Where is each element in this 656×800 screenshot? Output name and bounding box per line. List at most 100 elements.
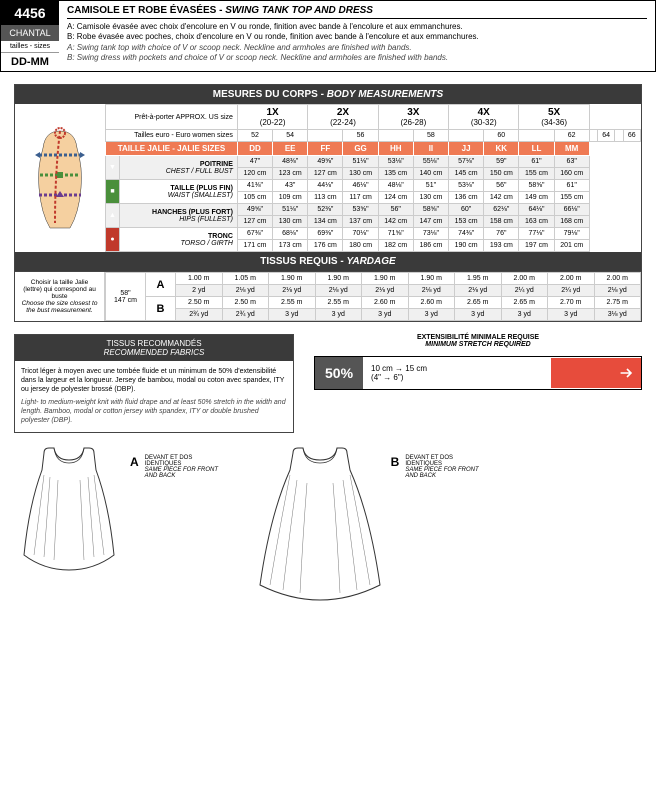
- jalie-label: TAILLE JALIE - JALIE SIZES: [106, 142, 238, 156]
- jalie-size: II: [413, 142, 448, 156]
- measure-in: 58⅝": [413, 204, 448, 216]
- measure-cm: 127 cm: [308, 168, 343, 180]
- measure-cm: 180 cm: [343, 240, 378, 252]
- yardage-yd: 3 yd: [455, 309, 502, 321]
- fabric-section: TISSUS RECOMMANDÉS RECOMMENDED FABRICS T…: [14, 334, 642, 433]
- measure-cm: 142 cm: [378, 216, 413, 228]
- jalie-size: EE: [273, 142, 308, 156]
- yardage-yd: 3 yd: [548, 309, 595, 321]
- yardage-header: TISSUS REQUIS - YARDAGE: [15, 252, 641, 271]
- yardage-m: 1.90 m: [269, 273, 316, 285]
- sk-b-fr: DEVANT ET DOS IDENTIQUES: [405, 455, 453, 467]
- euro-size: 54: [273, 130, 308, 142]
- euro-label: Tailles euro - Euro women sizes: [106, 130, 238, 142]
- sketch-a-label: A: [130, 455, 139, 469]
- measurements-table: Prêt-à-porter APPROX. US size1X(20-22)2X…: [105, 104, 641, 252]
- stretch-title: EXTENSIBILITÉ MINIMALE REQUISE MINIMUM S…: [314, 334, 642, 348]
- measure-in: 41⅜": [237, 180, 272, 192]
- us-label: Prêt-à-porter APPROX. US size: [106, 105, 238, 130]
- jalie-size: KK: [484, 142, 519, 156]
- measure-cm: 176 cm: [308, 240, 343, 252]
- us-size: 5X(34-36): [519, 105, 589, 130]
- measure-cm: 173 cm: [273, 240, 308, 252]
- euro-size: 60: [484, 130, 519, 142]
- us-size: 3X(26-28): [378, 105, 448, 130]
- fabric-body: Tricot léger à moyen avec une tombée flu…: [15, 361, 293, 432]
- sk-a-fr: DEVANT ET DOS IDENTIQUES: [145, 455, 193, 467]
- header-left: 4456 CHANTAL tailles - sizes DD-MM: [1, 1, 59, 71]
- measure-cm: 168 cm: [554, 216, 589, 228]
- us-size: 2X(22-24): [308, 105, 378, 130]
- yardage-m: 2.75 m: [594, 297, 641, 309]
- measure-cm: 147 cm: [413, 216, 448, 228]
- sketch-b-label: B: [391, 455, 400, 469]
- title-fr: CAMISOLE ET ROBE ÉVASÉES: [67, 5, 216, 16]
- measure-cm: 123 cm: [273, 168, 308, 180]
- measure-in: 70⅛": [343, 228, 378, 240]
- fab-body-en: Light- to medium-weight knit with fluid …: [21, 398, 287, 425]
- yardage-m: 1.95 m: [455, 273, 502, 285]
- measure-in: 49⅝": [237, 204, 272, 216]
- sk-a-en: SAME PIECE FOR FRONT AND BACK: [145, 467, 225, 479]
- measure-in: 59": [484, 156, 519, 168]
- measure-cm: 142 cm: [484, 192, 519, 204]
- measure-cm: 150 cm: [484, 168, 519, 180]
- yard-hdr-fr: TISSUS REQUIS: [260, 256, 337, 267]
- sketch-a: A DEVANT ET DOS IDENTIQUES SAME PIECE FO…: [14, 445, 225, 605]
- euro-size: 62: [554, 130, 589, 142]
- measure-in: 56": [484, 180, 519, 192]
- yardage-section: Choisir la taille Jalie (lettre) qui cor…: [14, 272, 642, 322]
- header-right: CAMISOLE ET ROBE ÉVASÉES - SWING TANK TO…: [59, 1, 655, 71]
- measure-in: 43": [273, 180, 308, 192]
- measure-in: 61": [554, 180, 589, 192]
- yardage-yd: 2⅛ yd: [362, 285, 409, 297]
- measure-cm: 149 cm: [519, 192, 554, 204]
- view-label: B: [146, 297, 176, 321]
- measure-cm: 135 cm: [378, 168, 413, 180]
- sketch-a-note: DEVANT ET DOS IDENTIQUES SAME PIECE FOR …: [145, 455, 225, 479]
- yardage-m: 2.60 m: [408, 297, 455, 309]
- measure-in: 49⅝": [308, 156, 343, 168]
- yardage-yd: 2⅛ yd: [408, 285, 455, 297]
- measure-in: 47": [237, 156, 272, 168]
- measure-cm: 160 cm: [554, 168, 589, 180]
- yardage-m: 2.00 m: [594, 273, 641, 285]
- yardage-yd: 3 yd: [362, 309, 409, 321]
- yardage-m: 2.50 m: [176, 297, 223, 309]
- measure-cm: 130 cm: [273, 216, 308, 228]
- measure-cm: 130 cm: [343, 168, 378, 180]
- fab-hdr-en: RECOMMENDED FABRICS: [19, 348, 289, 357]
- us-size: 1X(20-22): [237, 105, 307, 130]
- yardage-m: 2.65 m: [501, 297, 548, 309]
- measure-in: 53⅛": [449, 180, 484, 192]
- euro-size: 56: [343, 130, 378, 142]
- measure-cm: 197 cm: [519, 240, 554, 252]
- yardage-m: 2.55 m: [315, 297, 362, 309]
- yard-note-en: Choose the size closest to the bust meas…: [21, 300, 98, 314]
- sketches: A DEVANT ET DOS IDENTIQUES SAME PIECE FO…: [14, 445, 642, 605]
- jalie-size: HH: [378, 142, 413, 156]
- sketch-b-note: DEVANT ET DOS IDENTIQUES SAME PIECE FOR …: [405, 455, 485, 479]
- size-range: DD-MM: [1, 53, 59, 71]
- measure-cm: 163 cm: [519, 216, 554, 228]
- measure-cm: 193 cm: [484, 240, 519, 252]
- measure-cm: 155 cm: [554, 192, 589, 204]
- sketch-b: B DEVANT ET DOS IDENTIQUES SAME PIECE FO…: [255, 445, 486, 605]
- yardage-yd: 3 yd: [269, 309, 316, 321]
- yardage-m: 2.00 m: [548, 273, 595, 285]
- yardage-yd: 2¼ yd: [501, 285, 548, 297]
- yardage-yd: 2¼ yd: [548, 285, 595, 297]
- measure-cm: 140 cm: [413, 168, 448, 180]
- measure-in: 53⅝": [343, 204, 378, 216]
- measure-cm: 137 cm: [343, 216, 378, 228]
- measure-cm: 182 cm: [378, 240, 413, 252]
- euro-size: 52: [237, 130, 272, 142]
- measure-cm: 130 cm: [413, 192, 448, 204]
- yardage-yd: 3 yd: [315, 309, 362, 321]
- measure-in: 67⅜": [237, 228, 272, 240]
- yardage-yd: 2⅛ yd: [315, 285, 362, 297]
- measure-in: 48⅜": [273, 156, 308, 168]
- pattern-number: 4456: [1, 1, 59, 25]
- title-bar: CAMISOLE ET ROBE ÉVASÉES - SWING TANK TO…: [67, 5, 647, 19]
- measure-label: TAILLE (PLUS FIN)WAIST (SMALLEST): [120, 180, 238, 204]
